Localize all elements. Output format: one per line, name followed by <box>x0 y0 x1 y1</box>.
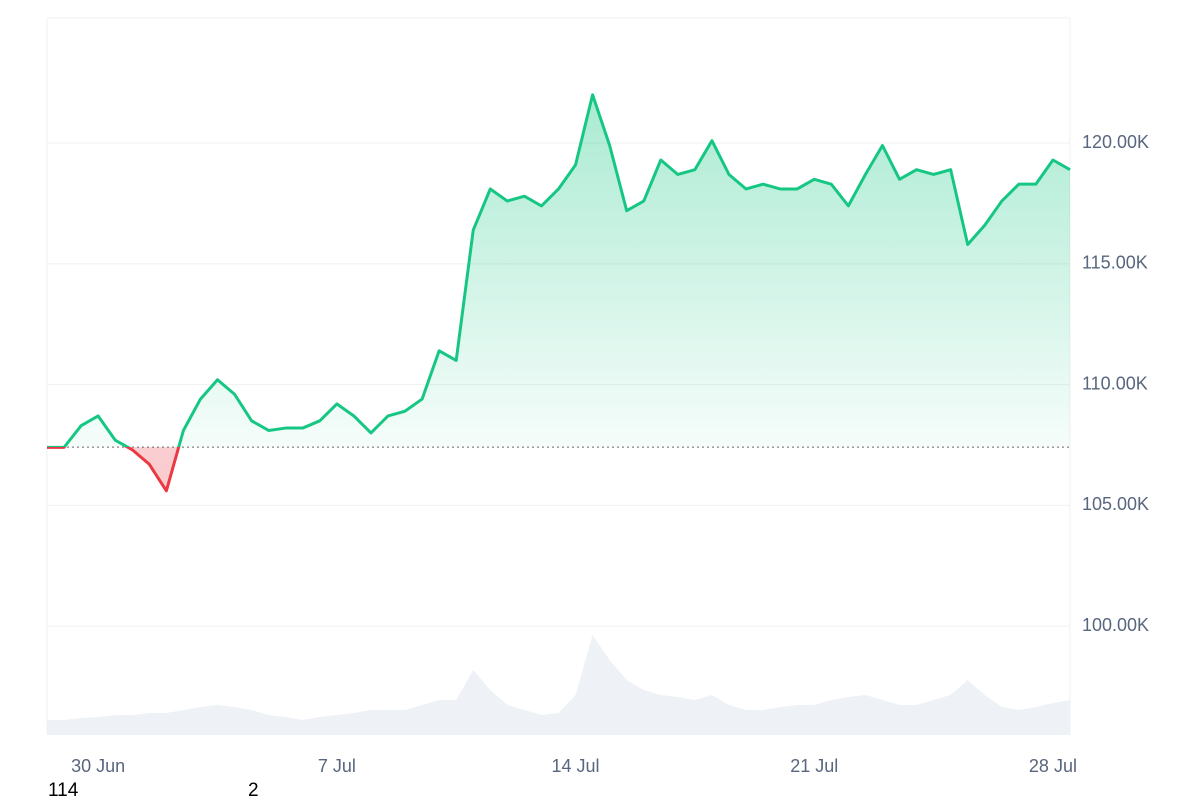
x-tick-label: 30 Jun <box>71 756 125 776</box>
y-tick-label: 120.00K <box>1082 132 1149 152</box>
footer-text: 114 <box>48 780 79 800</box>
y-tick-label: 110.00K <box>1082 373 1148 393</box>
price-line <box>47 93 1071 493</box>
y-tick-label: 105.00K <box>1082 494 1149 514</box>
volume-area <box>47 635 1070 735</box>
footer-text: 2 <box>248 780 259 800</box>
y-tick-label: 115.00K <box>1082 253 1148 273</box>
x-tick-label: 14 Jul <box>552 756 600 776</box>
y-tick-label: 100.00K <box>1082 615 1149 635</box>
x-tick-label: 7 Jul <box>318 756 356 776</box>
area-fill <box>47 94 1070 491</box>
x-tick-label: 21 Jul <box>790 756 838 776</box>
x-tick-label: 28 Jul <box>1029 756 1077 776</box>
